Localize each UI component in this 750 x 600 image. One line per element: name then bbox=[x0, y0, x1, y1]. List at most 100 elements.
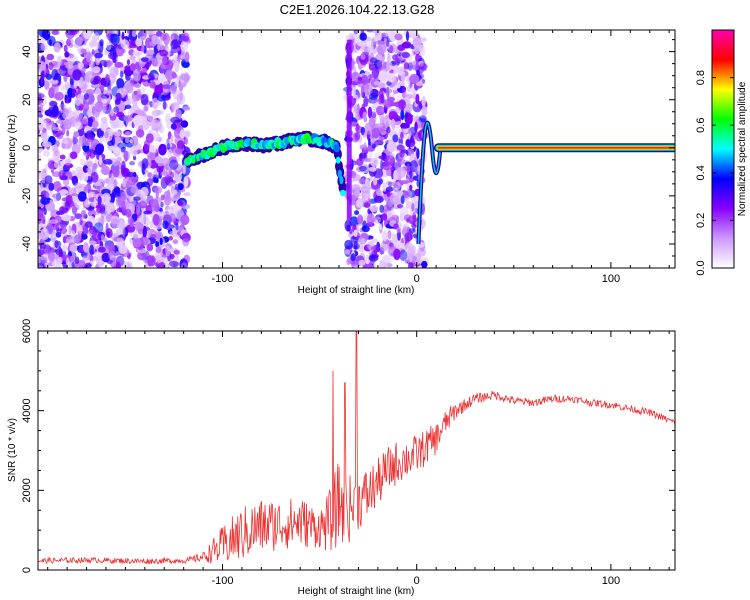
noise-blob bbox=[149, 144, 159, 154]
noise-blob bbox=[87, 149, 92, 157]
noise-blob bbox=[407, 85, 411, 93]
spectrogram-x-axis-title: Height of straight line (km) bbox=[298, 285, 415, 296]
noise-blob bbox=[362, 111, 368, 122]
noise-blob bbox=[74, 182, 83, 189]
noise-blob bbox=[393, 248, 401, 260]
noise-blob bbox=[168, 181, 175, 188]
noise-blob bbox=[395, 239, 401, 251]
noise-blob bbox=[386, 190, 390, 198]
noise-blob bbox=[381, 213, 388, 221]
noise-blob bbox=[137, 125, 144, 137]
snr-y-axis-title: SNR (10 * v/v) bbox=[7, 418, 18, 482]
noise-blob bbox=[163, 171, 168, 176]
spectrogram-x-ticks: -100 0 100 bbox=[47, 30, 670, 285]
noise-blob bbox=[371, 127, 381, 139]
noise-blob bbox=[40, 42, 49, 51]
noise-blob bbox=[64, 108, 70, 114]
noise-blob bbox=[396, 227, 401, 233]
noise-blob bbox=[77, 232, 82, 242]
noise-blob bbox=[102, 99, 108, 104]
noise-blob bbox=[391, 181, 401, 190]
noise-blob bbox=[66, 129, 70, 137]
noise-blob bbox=[376, 189, 383, 197]
y-tick-label: -20 bbox=[21, 188, 33, 204]
noise-blob bbox=[44, 262, 50, 268]
noise-blob bbox=[378, 155, 388, 160]
noise-blob bbox=[147, 115, 157, 122]
noise-blob bbox=[112, 166, 120, 178]
ridge-blob bbox=[333, 144, 341, 153]
noise-blob bbox=[59, 154, 66, 160]
noise-blob bbox=[145, 133, 154, 144]
noise-blob bbox=[421, 78, 426, 84]
y-tick-label: 0 bbox=[21, 567, 33, 573]
noise-blob bbox=[138, 228, 143, 235]
noise-blob bbox=[78, 225, 83, 234]
noise-blob bbox=[183, 176, 189, 188]
colorbar: 0.0 0.2 0.4 0.6 0.8 Normalized spectral ampl… bbox=[695, 29, 748, 276]
noise-blob bbox=[170, 39, 179, 50]
noise-blob bbox=[100, 116, 108, 124]
noise-blob bbox=[40, 74, 44, 86]
x-tick-label: 0 bbox=[414, 273, 420, 285]
noise-blob bbox=[155, 240, 160, 248]
noise-blob bbox=[397, 99, 407, 110]
noise-blob bbox=[159, 237, 163, 245]
noise-blob bbox=[92, 162, 98, 170]
ridge-blob bbox=[339, 175, 344, 185]
noise-blob bbox=[360, 54, 366, 60]
noise-blob bbox=[155, 246, 162, 254]
noise-blob bbox=[64, 51, 70, 58]
noise-blob bbox=[362, 220, 367, 231]
noise-blob bbox=[109, 66, 119, 78]
noise-blob bbox=[87, 133, 95, 143]
noise-blob bbox=[41, 132, 49, 143]
noise-blob bbox=[357, 214, 364, 224]
noise-blob bbox=[353, 229, 358, 237]
noise-blob bbox=[410, 245, 417, 255]
noise-blob bbox=[370, 245, 380, 253]
noise-blob bbox=[51, 83, 59, 94]
noise-blob bbox=[80, 210, 87, 219]
noise-blob bbox=[154, 156, 164, 164]
noise-blob bbox=[143, 105, 149, 112]
noise-blob bbox=[105, 73, 110, 83]
noise-blob bbox=[122, 151, 131, 161]
noise-blob bbox=[94, 52, 103, 59]
noise-blob bbox=[93, 75, 102, 85]
x-tick-label: 100 bbox=[602, 273, 620, 285]
noise-blob bbox=[421, 106, 428, 116]
noise-blob bbox=[55, 231, 62, 238]
y-tick-label: 20 bbox=[21, 94, 33, 106]
noise-blob bbox=[408, 262, 414, 268]
noise-blob bbox=[117, 142, 127, 149]
noise-blob bbox=[51, 144, 58, 152]
noise-blob bbox=[360, 237, 366, 244]
noise-blob bbox=[400, 73, 406, 82]
noise-blob bbox=[392, 234, 398, 242]
noise-blob bbox=[165, 245, 171, 257]
noise-blob bbox=[399, 150, 405, 158]
noise-blob bbox=[63, 61, 74, 66]
noise-blob bbox=[129, 55, 136, 61]
noise-blob bbox=[386, 61, 393, 72]
noise-blob bbox=[354, 188, 360, 199]
noise-blob bbox=[150, 234, 157, 239]
noise-blob bbox=[133, 196, 141, 201]
noise-blob bbox=[139, 36, 147, 41]
noise-blob bbox=[43, 150, 50, 157]
noise-blob bbox=[402, 223, 409, 229]
noise-blob bbox=[390, 214, 400, 221]
noise-blob bbox=[353, 30, 359, 35]
noise-blob bbox=[95, 143, 104, 154]
noise-blob bbox=[354, 210, 360, 216]
noise-blob bbox=[138, 214, 149, 224]
noise-blob bbox=[414, 121, 418, 133]
noise-blob bbox=[54, 150, 59, 157]
noise-blob bbox=[174, 175, 182, 182]
noise-blob bbox=[353, 240, 358, 250]
noise-blob bbox=[71, 261, 75, 268]
snr-series-line bbox=[38, 331, 675, 565]
noise-blob bbox=[74, 121, 83, 130]
noise-blob bbox=[79, 76, 84, 88]
